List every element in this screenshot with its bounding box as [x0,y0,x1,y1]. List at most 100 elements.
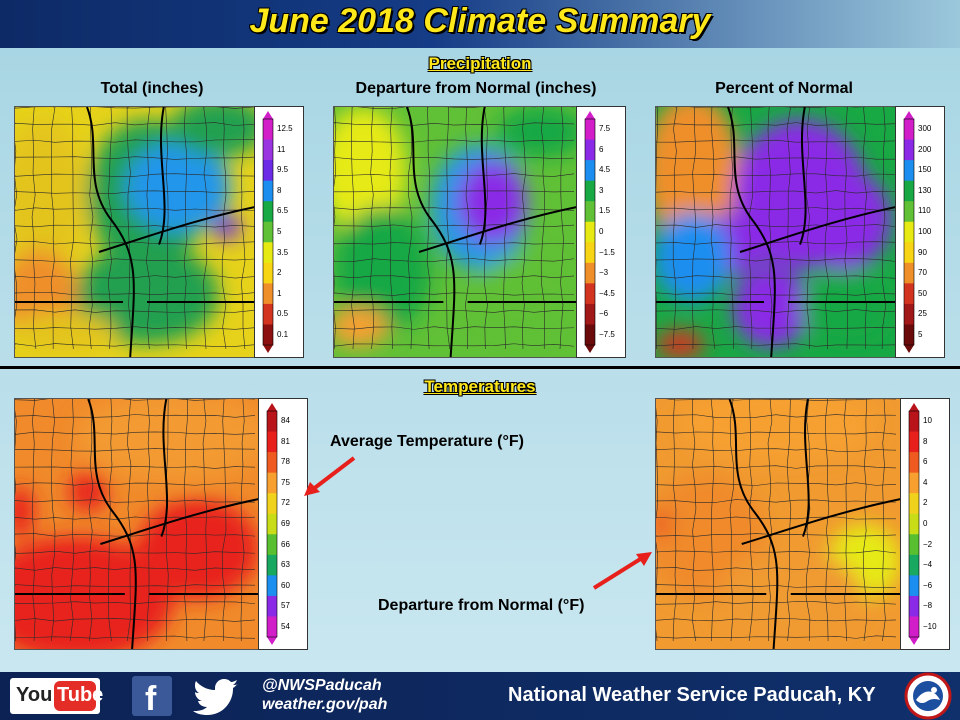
map-color-region [76,399,259,482]
scale-tick-label: 200 [918,144,932,154]
scale-tick-label: 60 [281,580,290,590]
scale-swatch [263,139,273,161]
county-boundaries [334,107,575,350]
precip-total-title: Total (inches) [100,80,204,97]
scale-tick-label: 1.5 [599,206,611,216]
youtube-icon[interactable]: You Tube [10,678,103,714]
state-boundaries [656,399,901,649]
scale-tick-label: 70 [918,268,927,278]
scale-tick-label: 9.5 [277,165,289,175]
scale-swatch [263,180,273,202]
precip-percent-title: Percent of Normal [715,80,853,97]
scale-tick-label: −3 [599,268,609,278]
map-color-region [656,107,740,245]
twitter-icon[interactable] [192,676,242,716]
precip-total-scale: 12.5 11 9.5 8 6.5 5 3.5 2 1 0.5 0.1 [254,106,304,358]
scale-swatch [267,452,277,474]
scale-tick-label: −7.5 [599,329,615,339]
map-color-region [656,329,704,357]
scale-swatch [909,472,919,494]
youtube-tube-badge: Tube [54,681,103,711]
twitter-handle[interactable]: @NWSPaducah [262,677,382,694]
section-divider [0,366,960,369]
scale-tick-label: −10 [923,621,937,631]
map-color-region [171,107,255,157]
map-color-region [680,399,877,462]
scale-swatch [263,283,273,305]
facebook-glyph: f [145,680,157,718]
precip-departure-scale: 7.5 6 4.5 3 1.5 0 −1.5 −3 −4.5 −6 −7.5 [576,106,626,358]
youtube-tube-text: Tube [57,684,104,706]
temp-average-color-bar [266,403,278,645]
scale-tick-label: 2 [277,268,282,278]
scale-tick-label: −8 [923,601,933,611]
scale-frame [903,118,915,346]
map-color-region [717,549,865,649]
county-boundaries [15,107,255,350]
scale-tick-label: 0.1 [277,329,289,339]
map-color-region [334,107,407,232]
scale-tick-label: −1.5 [599,247,615,257]
website-link[interactable]: weather.gov/pah [262,696,388,713]
scale-swatch [267,472,277,494]
scale-tick-label: 8 [923,436,928,446]
precip-percent-color-bar [903,111,915,353]
scale-swatch [904,242,914,264]
county-boundaries [656,399,897,642]
scale-tick-label: 300 [918,124,932,134]
scale-tick-label: 100 [918,227,932,236]
scale-swatch [267,534,277,556]
scale-tick-label: 150 [918,165,932,175]
scale-swatch [904,160,914,182]
scale-tick-label: 66 [281,539,290,549]
county-boundaries [15,399,256,642]
scale-swatch [904,324,914,346]
scale-swatch [263,160,273,182]
scale-tick-label: 54 [281,621,290,631]
temp-average-label: Average Temperature (°F) [330,433,525,450]
arrow-to-average-map [304,456,356,496]
map-color-region [457,162,526,242]
map-graphic [15,399,259,649]
state-boundaries [15,107,255,357]
scale-top-cap [263,111,273,119]
precip-departure-map [333,106,578,358]
scale-tick-label: −4 [923,560,933,570]
scale-frame [266,410,278,638]
precip-percent-scale: 300 200 150 130 110 100 90 70 50 25 5 [895,106,945,358]
scale-tick-label: 57 [281,601,290,611]
scale-frame [908,410,920,638]
scale-tick-label: 72 [281,498,290,508]
scale-frame [262,118,274,346]
scale-tick-label: −6 [599,309,609,319]
scale-tick-label: 1 [277,288,282,298]
scale-tick-label: 81 [281,436,290,446]
temp-average-scale: 84 81 78 75 72 69 66 63 60 57 54 [258,398,308,650]
scale-tick-label: −6 [923,580,933,590]
facebook-icon[interactable]: f [132,676,172,718]
youtube-you-text: You [16,684,53,706]
scale-swatch [909,513,919,535]
scale-swatch [267,493,277,515]
page-title: June 2018 Climate Summary [249,2,711,40]
precip-departure-color-bar [584,111,596,353]
map-color-region [496,107,577,157]
scale-tick-label: 50 [918,288,927,298]
scale-swatch [909,595,919,617]
scale-swatch [909,534,919,556]
map-color-region [15,312,116,352]
county-boundaries [656,107,896,350]
scale-tick-label: 3 [599,185,604,195]
scale-swatch [267,411,277,433]
scale-tick-label: 4 [923,477,928,487]
scale-swatch [909,452,919,474]
scale-swatch [909,493,919,515]
scale-tick-label: 75 [281,477,290,487]
state-boundaries [334,107,577,357]
scale-tick-label: 10 [923,416,932,426]
temp-departure-label: Departure from Normal (°F) [378,597,585,614]
scale-tick-label: 5 [918,329,923,339]
scale-tick-label: 0 [923,519,928,528]
map-graphic [656,107,896,357]
scale-tick-label: −2 [923,539,933,549]
